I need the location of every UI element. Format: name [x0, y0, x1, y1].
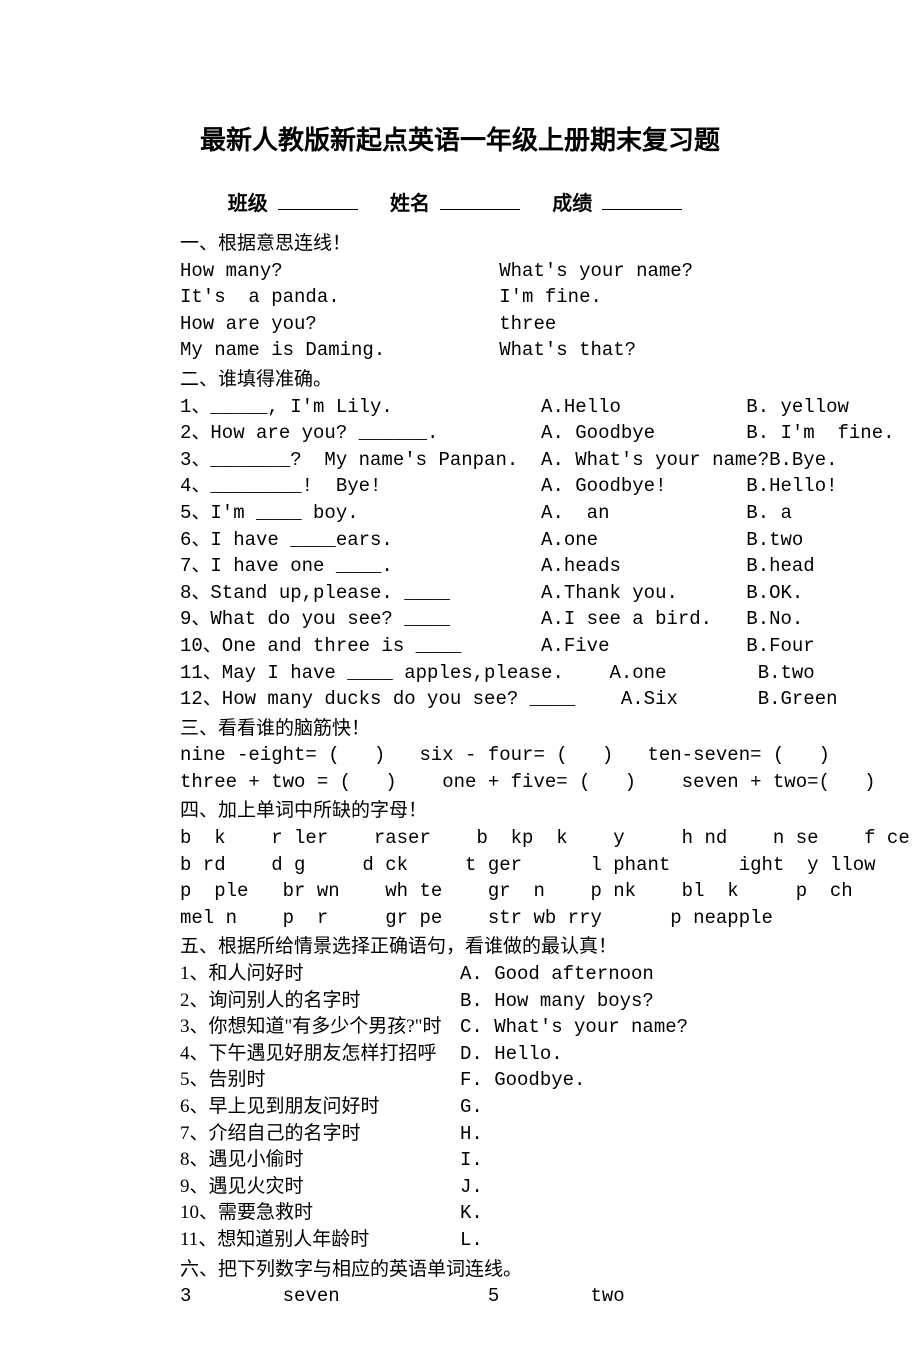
section-5-question: 6、早上见到朋友问好时G.: [180, 1094, 740, 1121]
section-2-question: 3、_______? My name's Panpan. A. What's y…: [180, 447, 740, 474]
section-5-prompt: 11、想知道别人年龄时: [180, 1227, 460, 1254]
section-2-question: 4、________! Bye! A. Goodbye! B.Hello!: [180, 473, 740, 500]
section-5-question: 3、你想知道"有多少个男孩?"时C. What's your name?: [180, 1014, 740, 1041]
section-4-line: mel n p r gr pe str wb rry p neapple: [180, 905, 740, 932]
class-blank[interactable]: [278, 209, 358, 210]
section-4-line: p ple br wn wh te gr n p nk bl k p ch: [180, 878, 740, 905]
student-info-line: 班级 姓名 成绩: [180, 187, 740, 216]
class-label: 班级: [228, 193, 268, 215]
section-5-option: B. How many boys?: [460, 988, 654, 1015]
section-2-question: 11、May I have ____ apples,please. A.one …: [180, 660, 740, 687]
section-5-prompt: 7、介绍自己的名字时: [180, 1121, 460, 1148]
section-3-line: nine -eight= ( ) six - four= ( ) ten-sev…: [180, 742, 740, 769]
section-2-header: 二、谁填得准确。: [180, 367, 740, 394]
section-3-line: three + two = ( ) one + five= ( ) seven …: [180, 769, 740, 796]
section-5-prompt: 3、你想知道"有多少个男孩?"时: [180, 1014, 460, 1041]
section-5-option: A. Good afternoon: [460, 961, 654, 988]
section-5-prompt: 10、需要急救时: [180, 1200, 460, 1227]
section-5-question: 8、遇见小偷时I.: [180, 1147, 740, 1174]
section-2-question: 6、I have ____ears. A.one B.two: [180, 527, 740, 554]
section-5-question: 4、下午遇见好朋友怎样打招呼D. Hello.: [180, 1041, 740, 1068]
section-5-prompt: 2、询问别人的名字时: [180, 988, 460, 1015]
section-5-question: 11、想知道别人年龄时L.: [180, 1227, 740, 1254]
section-4-header: 四、加上单词中所缺的字母！: [180, 798, 740, 825]
section-5-option: K.: [460, 1200, 483, 1227]
section-5-prompt: 8、遇见小偷时: [180, 1147, 460, 1174]
section-5-option: F. Goodbye.: [460, 1067, 585, 1094]
section-5-question: 2、询问别人的名字时B. How many boys?: [180, 988, 740, 1015]
section-2-question: 9、What do you see? ____ A.I see a bird. …: [180, 606, 740, 633]
score-blank[interactable]: [602, 209, 682, 210]
worksheet-title: 最新人教版新起点英语一年级上册期末复习题: [180, 120, 740, 157]
section-5-question: 10、需要急救时K.: [180, 1200, 740, 1227]
section-5-option: H.: [460, 1121, 483, 1148]
section-4-line: b rd d g d ck t ger l phant ight y llow: [180, 852, 740, 879]
section-5-option: J.: [460, 1174, 483, 1201]
section-5-option: D. Hello.: [460, 1041, 563, 1068]
section-5-prompt: 6、早上见到朋友问好时: [180, 1094, 460, 1121]
section-1-row: How many? What's your name?: [180, 258, 740, 285]
section-5-option: C. What's your name?: [460, 1014, 688, 1041]
section-2-question: 12、How many ducks do you see? ____ A.Six…: [180, 686, 740, 713]
section-5-option: L.: [460, 1227, 483, 1254]
section-1-row: How are you? three: [180, 311, 740, 338]
name-label: 姓名: [390, 193, 430, 215]
section-5-option: G.: [460, 1094, 483, 1121]
section-5-question: 9、遇见火灾时J.: [180, 1174, 740, 1201]
worksheet-content: 一、根据意思连线！ How many? What's your name?It'…: [180, 231, 740, 1310]
section-1-row: It's a panda. I'm fine.: [180, 284, 740, 311]
section-5-prompt: 4、下午遇见好朋友怎样打招呼: [180, 1041, 460, 1068]
section-1-header: 一、根据意思连线！: [180, 231, 740, 258]
section-2-question: 8、Stand up,please. ____ A.Thank you. B.O…: [180, 580, 740, 607]
name-blank[interactable]: [440, 209, 520, 210]
section-3-header: 三、看看谁的脑筋快！: [180, 716, 740, 743]
section-5-header: 五、根据所给情景选择正确语句，看谁做的最认真！: [180, 934, 740, 961]
section-5-question: 7、介绍自己的名字时H.: [180, 1121, 740, 1148]
section-5-question: 1、和人问好时A. Good afternoon: [180, 961, 740, 988]
section-2-question: 2、How are you? ______. A. Goodbye B. I'm…: [180, 420, 740, 447]
section-2-question: 1、_____, I'm Lily. A.Hello B. yellow: [180, 394, 740, 421]
section-4-line: b k r ler raser b kp k y h nd n se f ce: [180, 825, 740, 852]
section-6-row: 3 seven 5 two: [180, 1283, 740, 1310]
section-2-question: 7、I have one ____. A.heads B.head: [180, 553, 740, 580]
section-6-header: 六、把下列数字与相应的英语单词连线。: [180, 1257, 740, 1284]
section-5-prompt: 5、告别时: [180, 1067, 460, 1094]
section-2-question: 10、One and three is ____ A.Five B.Four: [180, 633, 740, 660]
section-5-prompt: 1、和人问好时: [180, 961, 460, 988]
section-2-question: 5、I'm ____ boy. A. an B. a: [180, 500, 740, 527]
section-5-question: 5、告别时F. Goodbye.: [180, 1067, 740, 1094]
section-5-option: I.: [460, 1147, 483, 1174]
section-1-row: My name is Daming. What's that?: [180, 337, 740, 364]
section-5-prompt: 9、遇见火灾时: [180, 1174, 460, 1201]
score-label: 成绩: [552, 193, 592, 215]
